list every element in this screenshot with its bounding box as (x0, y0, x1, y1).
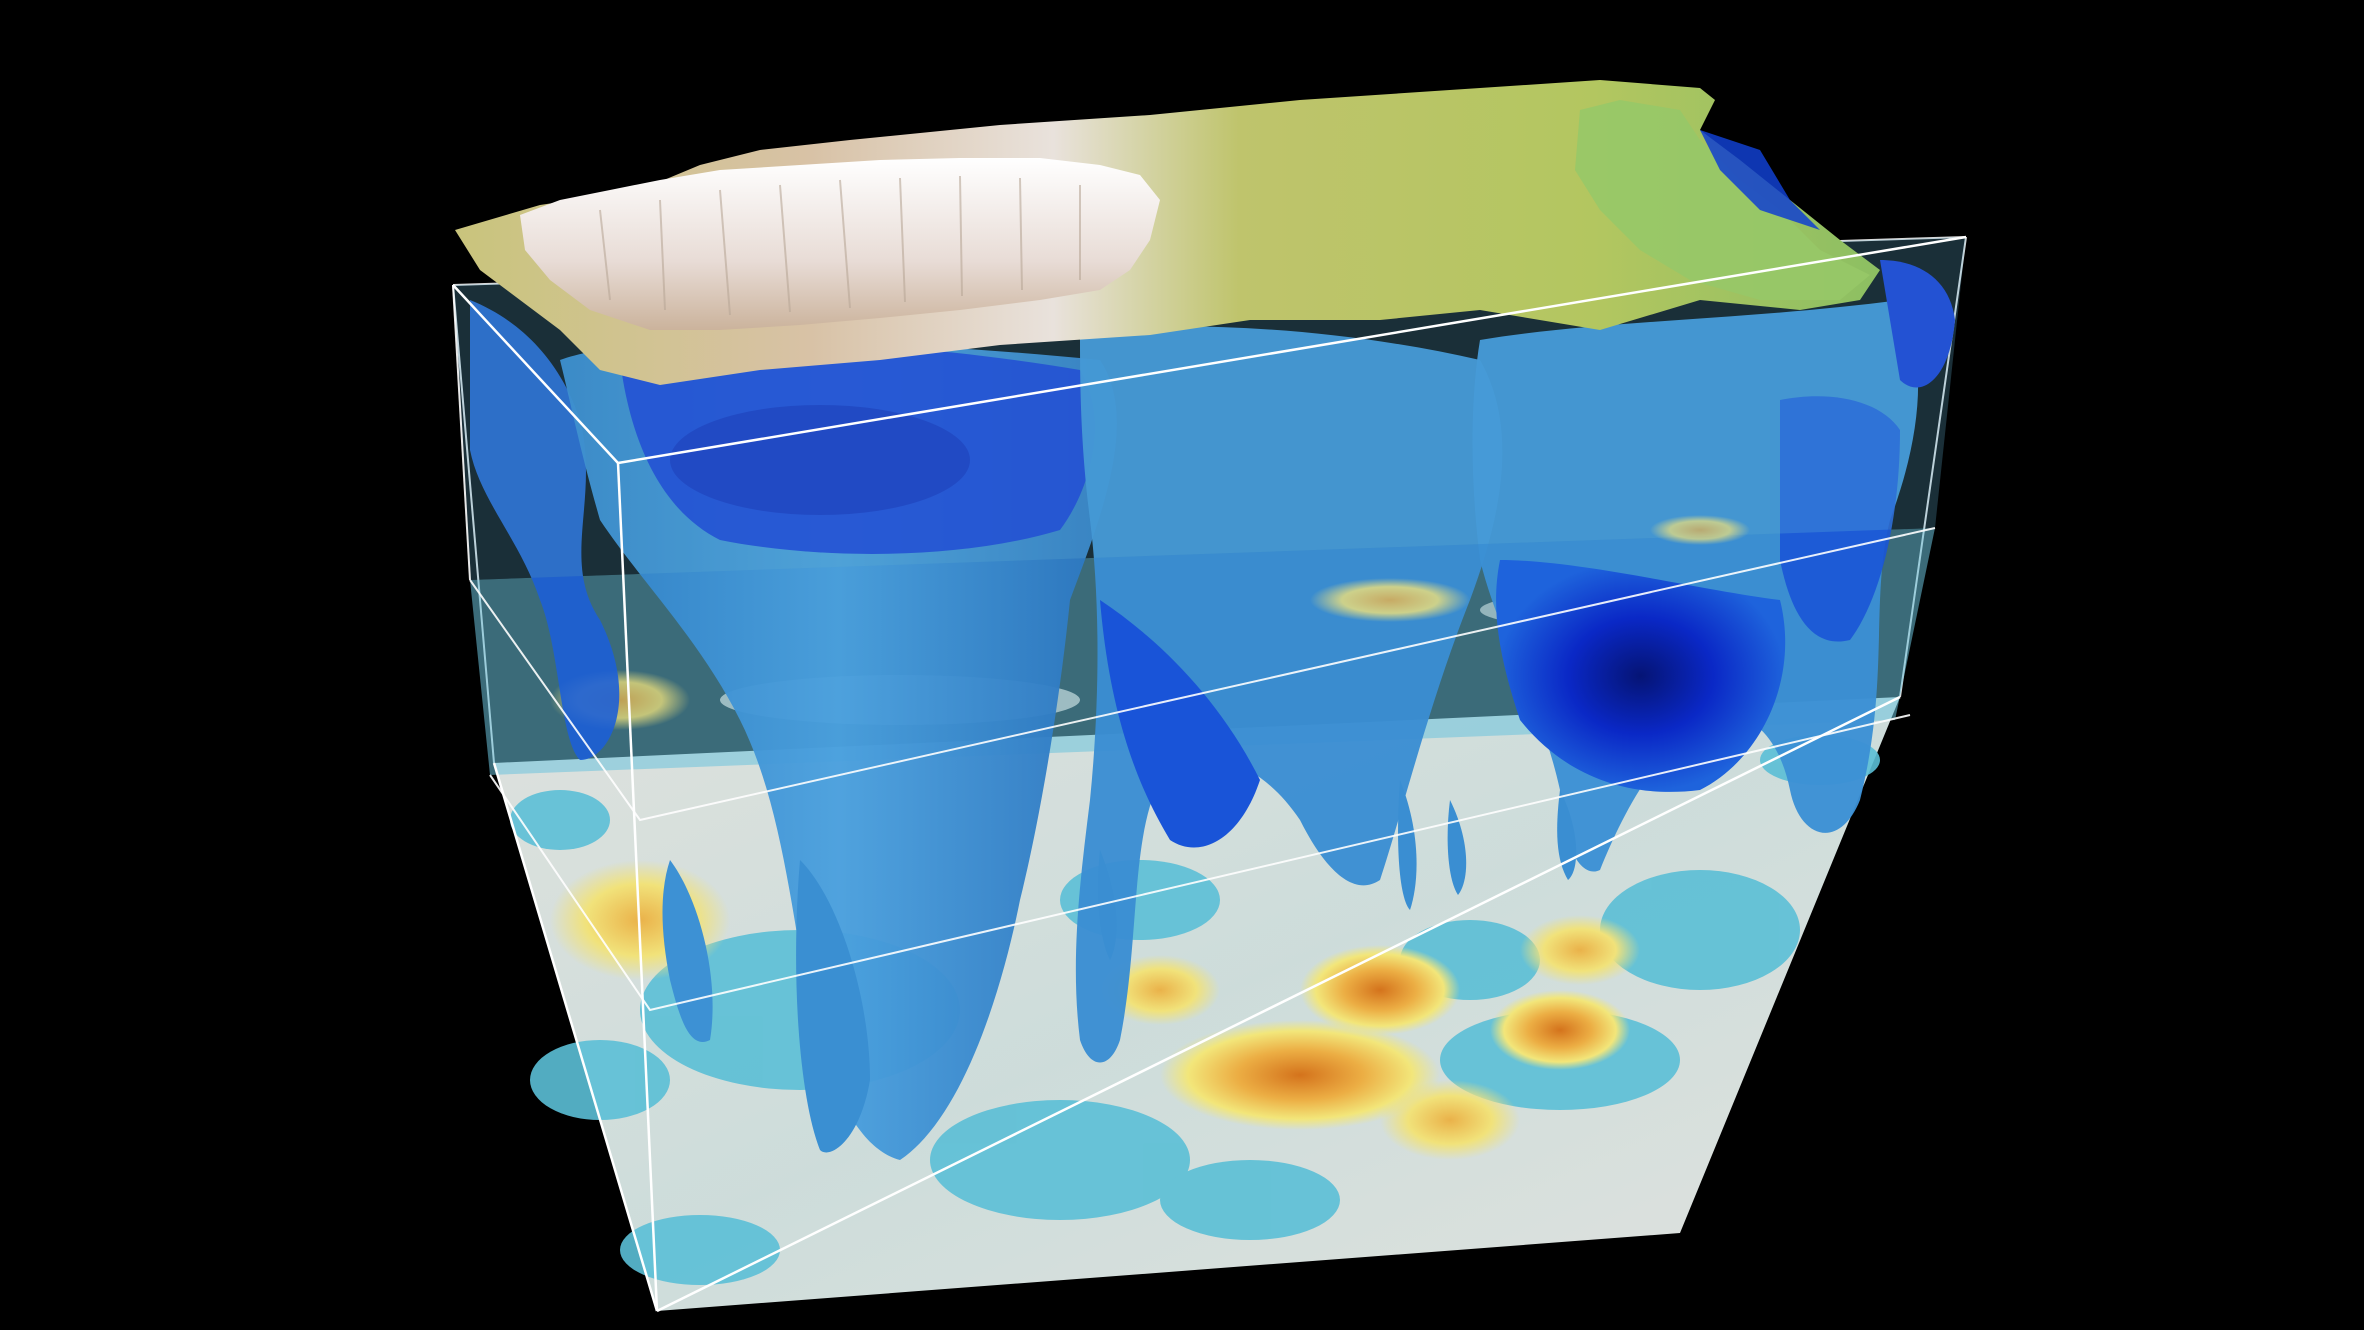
slice-outlines (452, 284, 1936, 1012)
bounding-box-front (452, 235, 1967, 1313)
bottom-slice-hot-patches (550, 860, 1640, 1160)
peak-ridges (599, 175, 1081, 316)
isosurface-volume (470, 260, 1955, 1160)
terrain-surface (455, 80, 1880, 385)
